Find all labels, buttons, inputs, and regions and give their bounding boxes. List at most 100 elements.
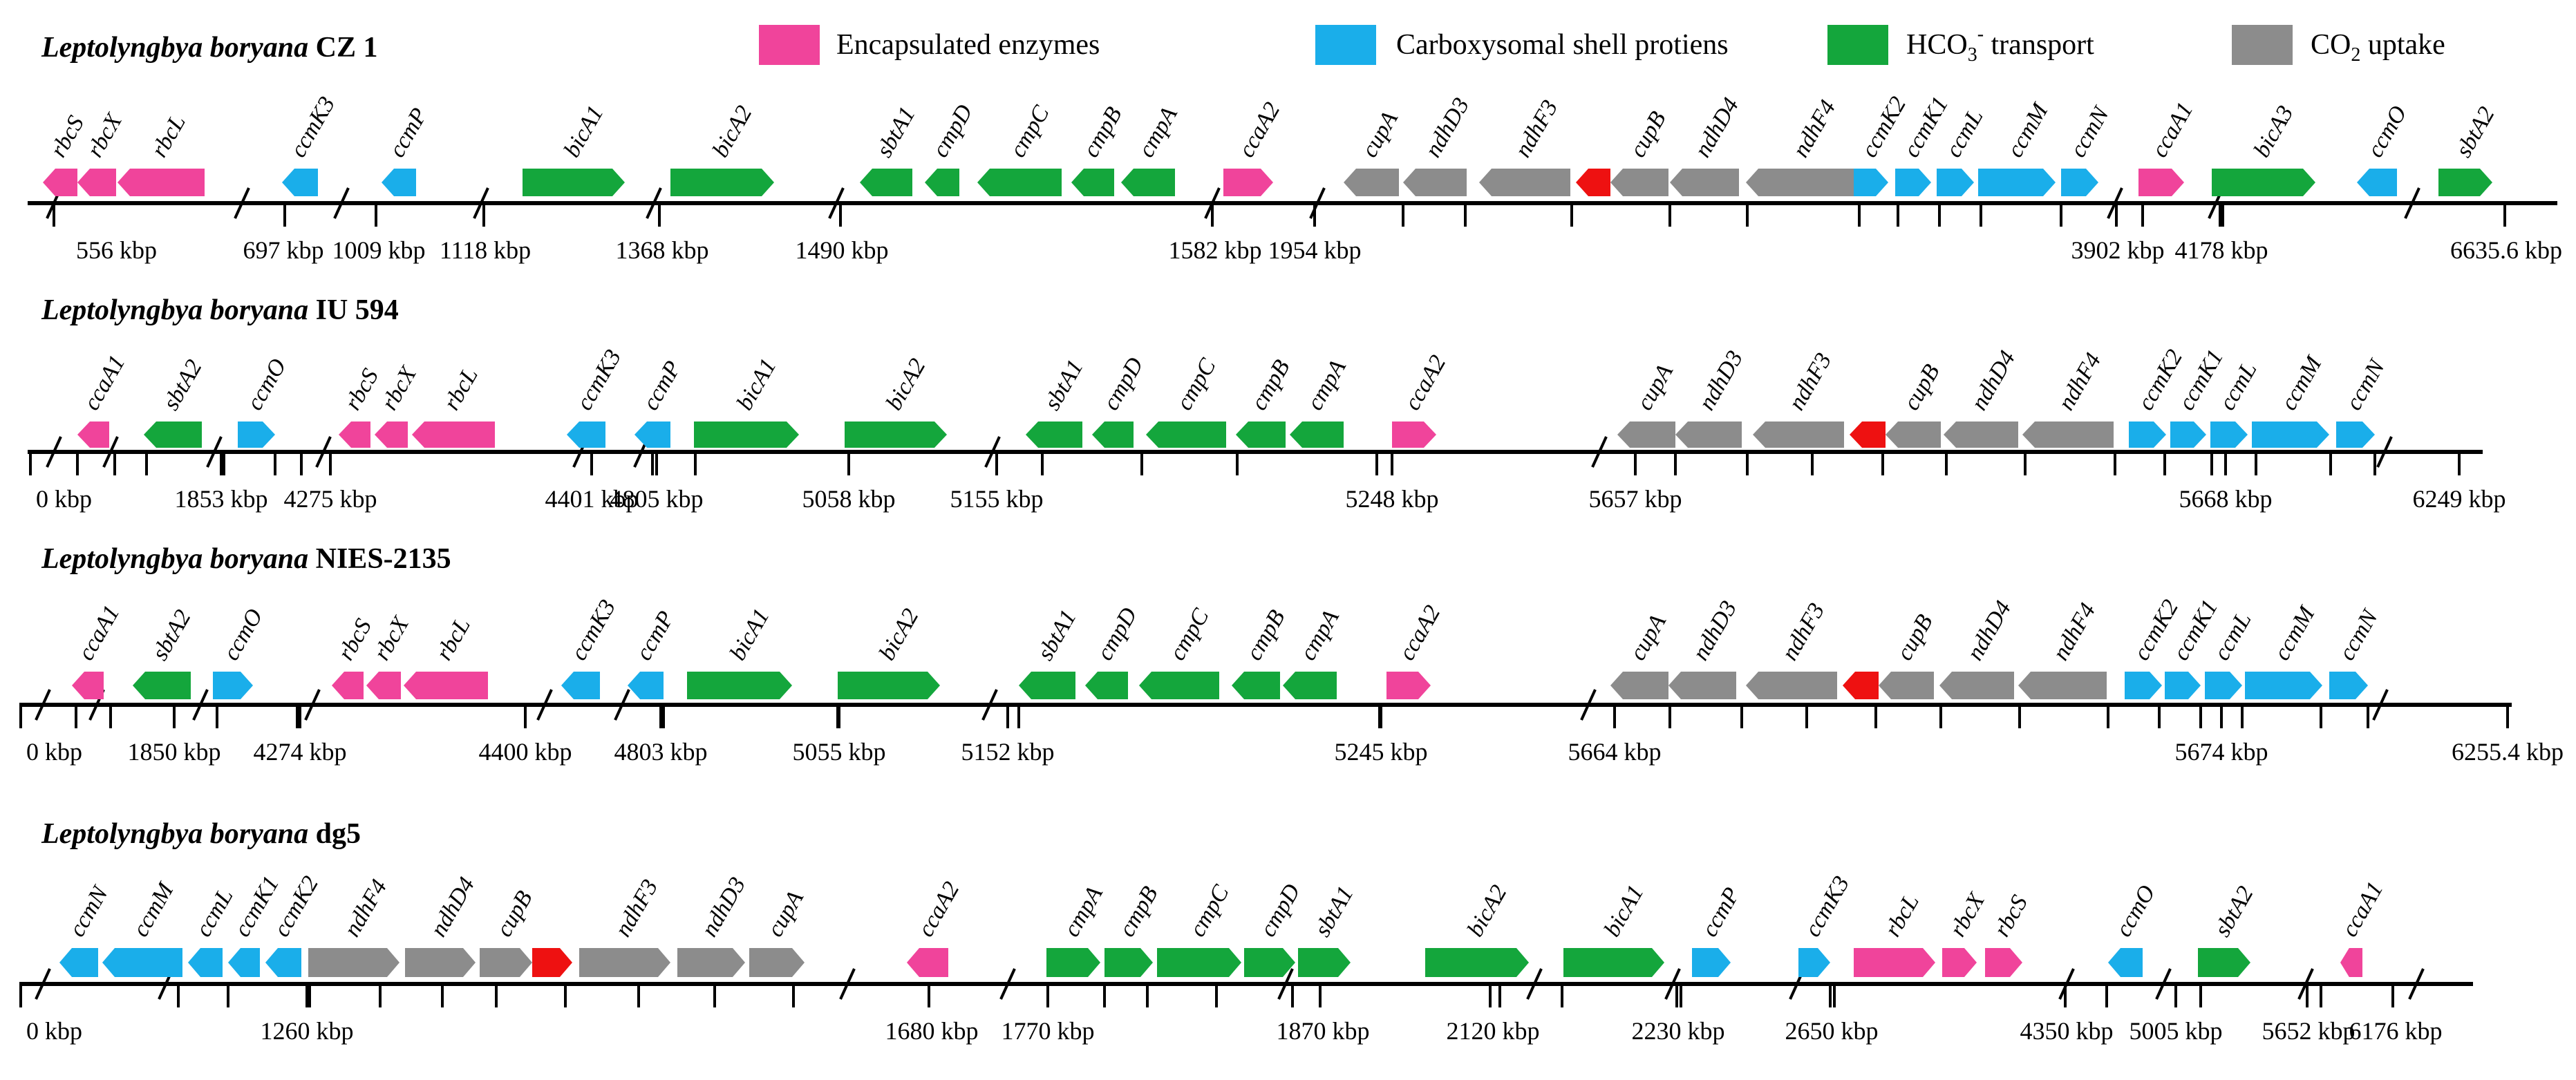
- axis-tick-label: 5245 kbp: [1335, 738, 1428, 766]
- gene-arrow: [1236, 421, 1286, 448]
- axis-tick-label: 1853 kbp: [175, 485, 268, 513]
- gene-ccaa1: ccaA1: [72, 601, 124, 699]
- gene-unlabeled-red: [532, 948, 572, 977]
- gene-arrow: [2108, 948, 2143, 977]
- gene-arrow: [265, 948, 301, 977]
- legend-label: Carboxysomal shell protiens: [1396, 29, 1729, 61]
- gene-arrow: [188, 948, 223, 977]
- gene-label: ccmK3: [572, 345, 626, 415]
- gene-arrow: [43, 169, 77, 196]
- gene-cmpa: cmpA: [1046, 882, 1108, 977]
- gene-ccaa2: ccaA2: [1392, 351, 1451, 448]
- gene-label: rbcS: [333, 615, 377, 665]
- gene-arrow: [2245, 672, 2322, 699]
- gene-arrow: [102, 948, 182, 977]
- gene-label: ccmM: [2276, 351, 2327, 415]
- gene-arrow: [405, 948, 476, 977]
- gene-label: cmpC: [1185, 881, 1234, 941]
- gene-ccmo: ccmO: [213, 605, 268, 699]
- axis-break-mark: [315, 436, 332, 468]
- gene-label: cupB: [1625, 107, 1671, 162]
- gene-arrow: [1854, 169, 1888, 196]
- gene-label: ccmP: [631, 607, 679, 665]
- gene-label: rbcS: [1989, 891, 2033, 941]
- gene-label: sbtA1: [1033, 605, 1082, 665]
- gene-arrow: [2252, 421, 2329, 448]
- gene-ccmn: ccmN: [2336, 354, 2391, 448]
- gene-label: ndhF4: [1788, 96, 1841, 162]
- gene-rbcl: rbcL: [412, 363, 495, 448]
- gene-label: rbcL: [439, 363, 483, 415]
- gene-label: sbtA2: [158, 355, 207, 415]
- gene-rbcl: rbcL: [404, 614, 488, 699]
- gene-sbta2: sbtA2: [144, 355, 207, 448]
- axis-break-mark: [614, 689, 630, 721]
- gene-ndhd4: ndhD4: [1939, 596, 2016, 699]
- gene-label: ccmL: [191, 884, 238, 941]
- axis-tick-label: 4178 kbp: [2175, 236, 2268, 264]
- gene-arrow: [845, 421, 947, 448]
- species-name: Leptolyngbya boryana: [41, 32, 308, 64]
- gene-arrow: [1223, 169, 1273, 196]
- gene-ndhd4: ndhD4: [1944, 346, 2020, 448]
- gene-arrow: [634, 421, 670, 448]
- gene-label: ccmO: [218, 605, 268, 665]
- axis-break-mark: [839, 968, 856, 1000]
- gene-ccmo: ccmO: [238, 354, 292, 448]
- gene-label: ccaA2: [1234, 98, 1286, 162]
- axis-break-mark: [1664, 968, 1681, 1000]
- gene-ccmp: ccmP: [634, 357, 686, 448]
- axis-tick-label: 5652 kbp: [2262, 1017, 2356, 1045]
- gene-unlabeled-red: [1576, 169, 1610, 196]
- genome-title: Leptolyngbya boryana IU 594: [41, 294, 399, 326]
- axis-tick-label: 0 kbp: [26, 1017, 82, 1045]
- gene-label: cmpB: [1114, 882, 1163, 941]
- gene-label: sbtA2: [2210, 882, 2259, 941]
- gene-arrow: [1092, 421, 1134, 448]
- gene-label: cupB: [491, 887, 538, 941]
- axis-tick-label: 5058 kbp: [802, 485, 896, 513]
- axis-break-mark: [1580, 689, 1597, 721]
- gene-ccaa2: ccaA2: [907, 878, 964, 977]
- gene-arrow: [1403, 169, 1467, 196]
- gene-label: ccmO: [242, 354, 292, 415]
- gene-arrow: [694, 421, 799, 448]
- axis-tick-label: 1870 kbp: [1277, 1017, 1370, 1045]
- axis-tick-label: 1368 kbp: [616, 236, 709, 264]
- gene-cmpc: cmpC: [1157, 881, 1241, 977]
- legend-item-2: HCO3- transport: [1827, 23, 2094, 66]
- gene-cmpd: cmpD: [1085, 603, 1143, 699]
- axis-break-mark: [999, 968, 1016, 1000]
- gene-arrow: [2212, 169, 2315, 196]
- axis-tick-label: 6635.6 kbp: [2450, 236, 2562, 264]
- gene-ccaa2: ccaA2: [1223, 98, 1285, 196]
- gene-label: cmpB: [1241, 605, 1290, 665]
- species-name: Leptolyngbya boryana: [41, 294, 308, 326]
- gene-arrow: [2336, 421, 2375, 448]
- gene-label: ccmK3: [1800, 872, 1854, 941]
- gene-label: ccmM: [128, 878, 179, 941]
- gene-label: ndhD3: [697, 873, 751, 941]
- gene-ndhf4: ndhF4: [2022, 349, 2114, 448]
- species-name: Leptolyngbya boryana: [41, 818, 308, 850]
- gene-cmpd: cmpD: [925, 100, 978, 196]
- gene-ndhf4: ndhF4: [2018, 599, 2107, 699]
- legend-label: CO2 uptake: [2311, 29, 2445, 66]
- gene-label: ndhD4: [1966, 346, 2020, 415]
- gene-label: ndhD3: [1688, 596, 1742, 665]
- gene-arrow: [1753, 421, 1844, 448]
- gene-ccaa1: ccaA1: [2138, 98, 2198, 196]
- gene-arrow: [1798, 948, 1830, 977]
- gene-label: ndhF4: [339, 875, 392, 941]
- gene-label: ccmP: [638, 357, 686, 415]
- gene-label: sbtA1: [1310, 882, 1359, 941]
- gene-arrow: [339, 421, 370, 448]
- gene-label: cmpA: [1295, 605, 1344, 665]
- gene-arrow: [72, 672, 104, 699]
- axis-tick-label: 2650 kbp: [1785, 1017, 1879, 1045]
- axis-tick-label: 1009 kbp: [332, 236, 426, 264]
- gene-arrow: [1298, 948, 1351, 977]
- gene-label: ccaA2: [1400, 351, 1451, 415]
